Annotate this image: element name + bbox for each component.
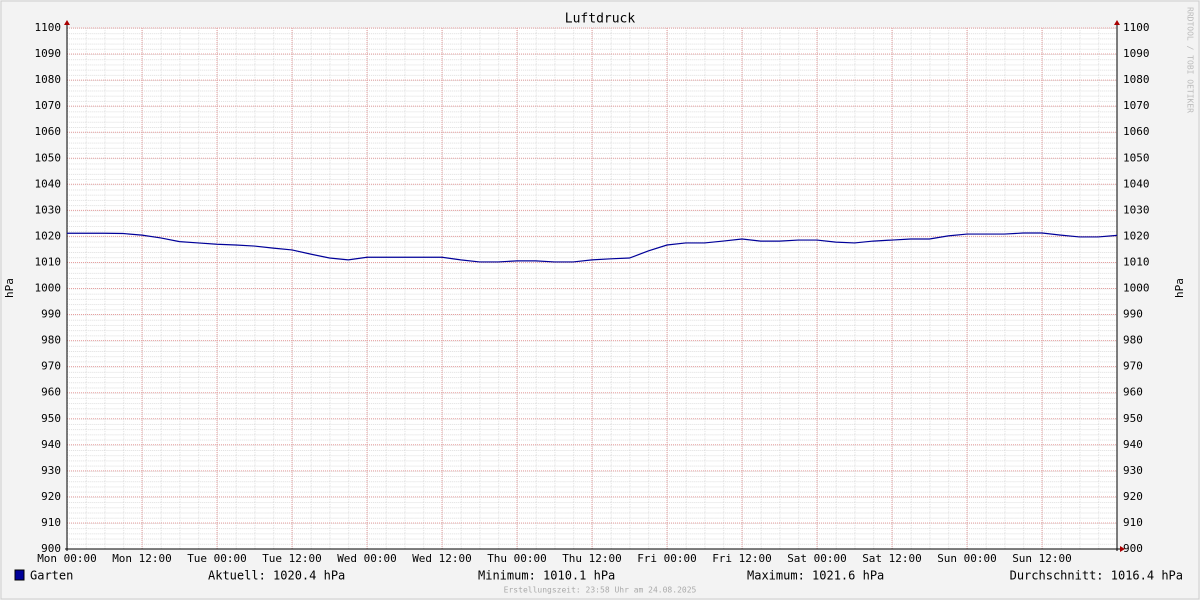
x-tick-label: Sun 00:00 <box>937 552 997 565</box>
y-tick-label: 990 <box>41 308 61 321</box>
chart-title: Luftdruck <box>565 12 636 27</box>
y-tick-label-right: 920 <box>1123 490 1143 503</box>
y-tick-label-right: 900 <box>1123 542 1143 555</box>
y-tick-label: 1080 <box>35 73 62 86</box>
x-tick-label: Thu 00:00 <box>487 552 547 565</box>
y-tick-label-right: 1060 <box>1123 125 1150 138</box>
y-tick-label-right: 1050 <box>1123 151 1150 164</box>
y-tick-label: 1070 <box>35 99 62 112</box>
x-tick-label: Fri 00:00 <box>637 552 697 565</box>
y-tick-label: 1090 <box>35 47 62 60</box>
y-tick-label-right: 1090 <box>1123 47 1150 60</box>
legend-swatch <box>14 569 25 581</box>
y-axis-label-right: hPa <box>1173 278 1186 298</box>
stat: Aktuell: 1020.4 hPa <box>208 569 345 583</box>
y-tick-label: 1020 <box>35 229 62 242</box>
y-tick-label: 960 <box>41 386 61 399</box>
x-tick-label: Thu 12:00 <box>562 552 622 565</box>
axis-arrow <box>64 20 70 25</box>
y-tick-label: 1000 <box>35 282 62 295</box>
x-tick-label: Sat 00:00 <box>787 552 847 565</box>
stat: Maximum: 1021.6 hPa <box>747 569 884 583</box>
y-tick-label-right: 1030 <box>1123 203 1150 216</box>
y-tick-label-right: 980 <box>1123 334 1143 347</box>
y-tick-label: 900 <box>41 542 61 555</box>
y-tick-label-right: 930 <box>1123 464 1143 477</box>
y-tick-label-right: 960 <box>1123 386 1143 399</box>
y-tick-label: 930 <box>41 464 61 477</box>
y-tick-label-right: 1070 <box>1123 99 1150 112</box>
x-tick-label: Sun 12:00 <box>1012 552 1072 565</box>
stat: Minimum: 1010.1 hPa <box>478 569 615 583</box>
y-axis-label: hPa <box>3 278 16 298</box>
y-tick-label-right: 1000 <box>1123 282 1150 295</box>
y-tick-label-right: 940 <box>1123 438 1143 451</box>
y-tick-label-right: 970 <box>1123 360 1143 373</box>
y-tick-label-right: 1080 <box>1123 73 1150 86</box>
axis-arrow <box>1114 20 1120 25</box>
y-tick-label-right: 1040 <box>1123 177 1150 190</box>
series-line <box>67 232 1118 263</box>
axis-arrow <box>1120 546 1125 552</box>
x-tick-label: Mon 12:00 <box>112 552 172 565</box>
y-tick-label: 920 <box>41 490 61 503</box>
y-tick-label: 980 <box>41 334 61 347</box>
y-tick-label: 940 <box>41 438 61 451</box>
x-tick-label: Tue 12:00 <box>262 552 322 565</box>
y-tick-label-right: 950 <box>1123 412 1143 425</box>
y-tick-label: 950 <box>41 412 61 425</box>
footer: Erstellungszeit: 23:58 Uhr am 24.08.2025 <box>504 586 697 595</box>
watermark: RRDTOOL / TOBI OETIKER <box>1186 7 1195 113</box>
legend-label: Garten <box>30 569 73 583</box>
x-tick-label: Tue 00:00 <box>187 552 247 565</box>
y-tick-label-right: 1010 <box>1123 255 1150 268</box>
x-tick-label: Mon 00:00 <box>37 552 97 565</box>
y-tick-label-right: 910 <box>1123 516 1143 529</box>
y-tick-label: 1010 <box>35 255 62 268</box>
y-tick-label: 1050 <box>35 151 62 164</box>
x-tick-label: Wed 12:00 <box>412 552 472 565</box>
y-tick-label: 1040 <box>35 177 62 190</box>
x-tick-label: Fri 12:00 <box>712 552 772 565</box>
stat: Durchschnitt: 1016.4 hPa <box>1010 569 1183 583</box>
y-tick-label: 970 <box>41 360 61 373</box>
y-tick-label: 1100 <box>35 21 62 34</box>
x-tick-label: Wed 00:00 <box>337 552 397 565</box>
x-tick-label: Sat 12:00 <box>862 552 922 565</box>
y-tick-label: 1030 <box>35 203 62 216</box>
y-tick-label: 910 <box>41 516 61 529</box>
y-tick-label-right: 1100 <box>1123 21 1150 34</box>
y-tick-label-right: 990 <box>1123 308 1143 321</box>
y-tick-label: 1060 <box>35 125 62 138</box>
y-tick-label-right: 1020 <box>1123 229 1150 242</box>
